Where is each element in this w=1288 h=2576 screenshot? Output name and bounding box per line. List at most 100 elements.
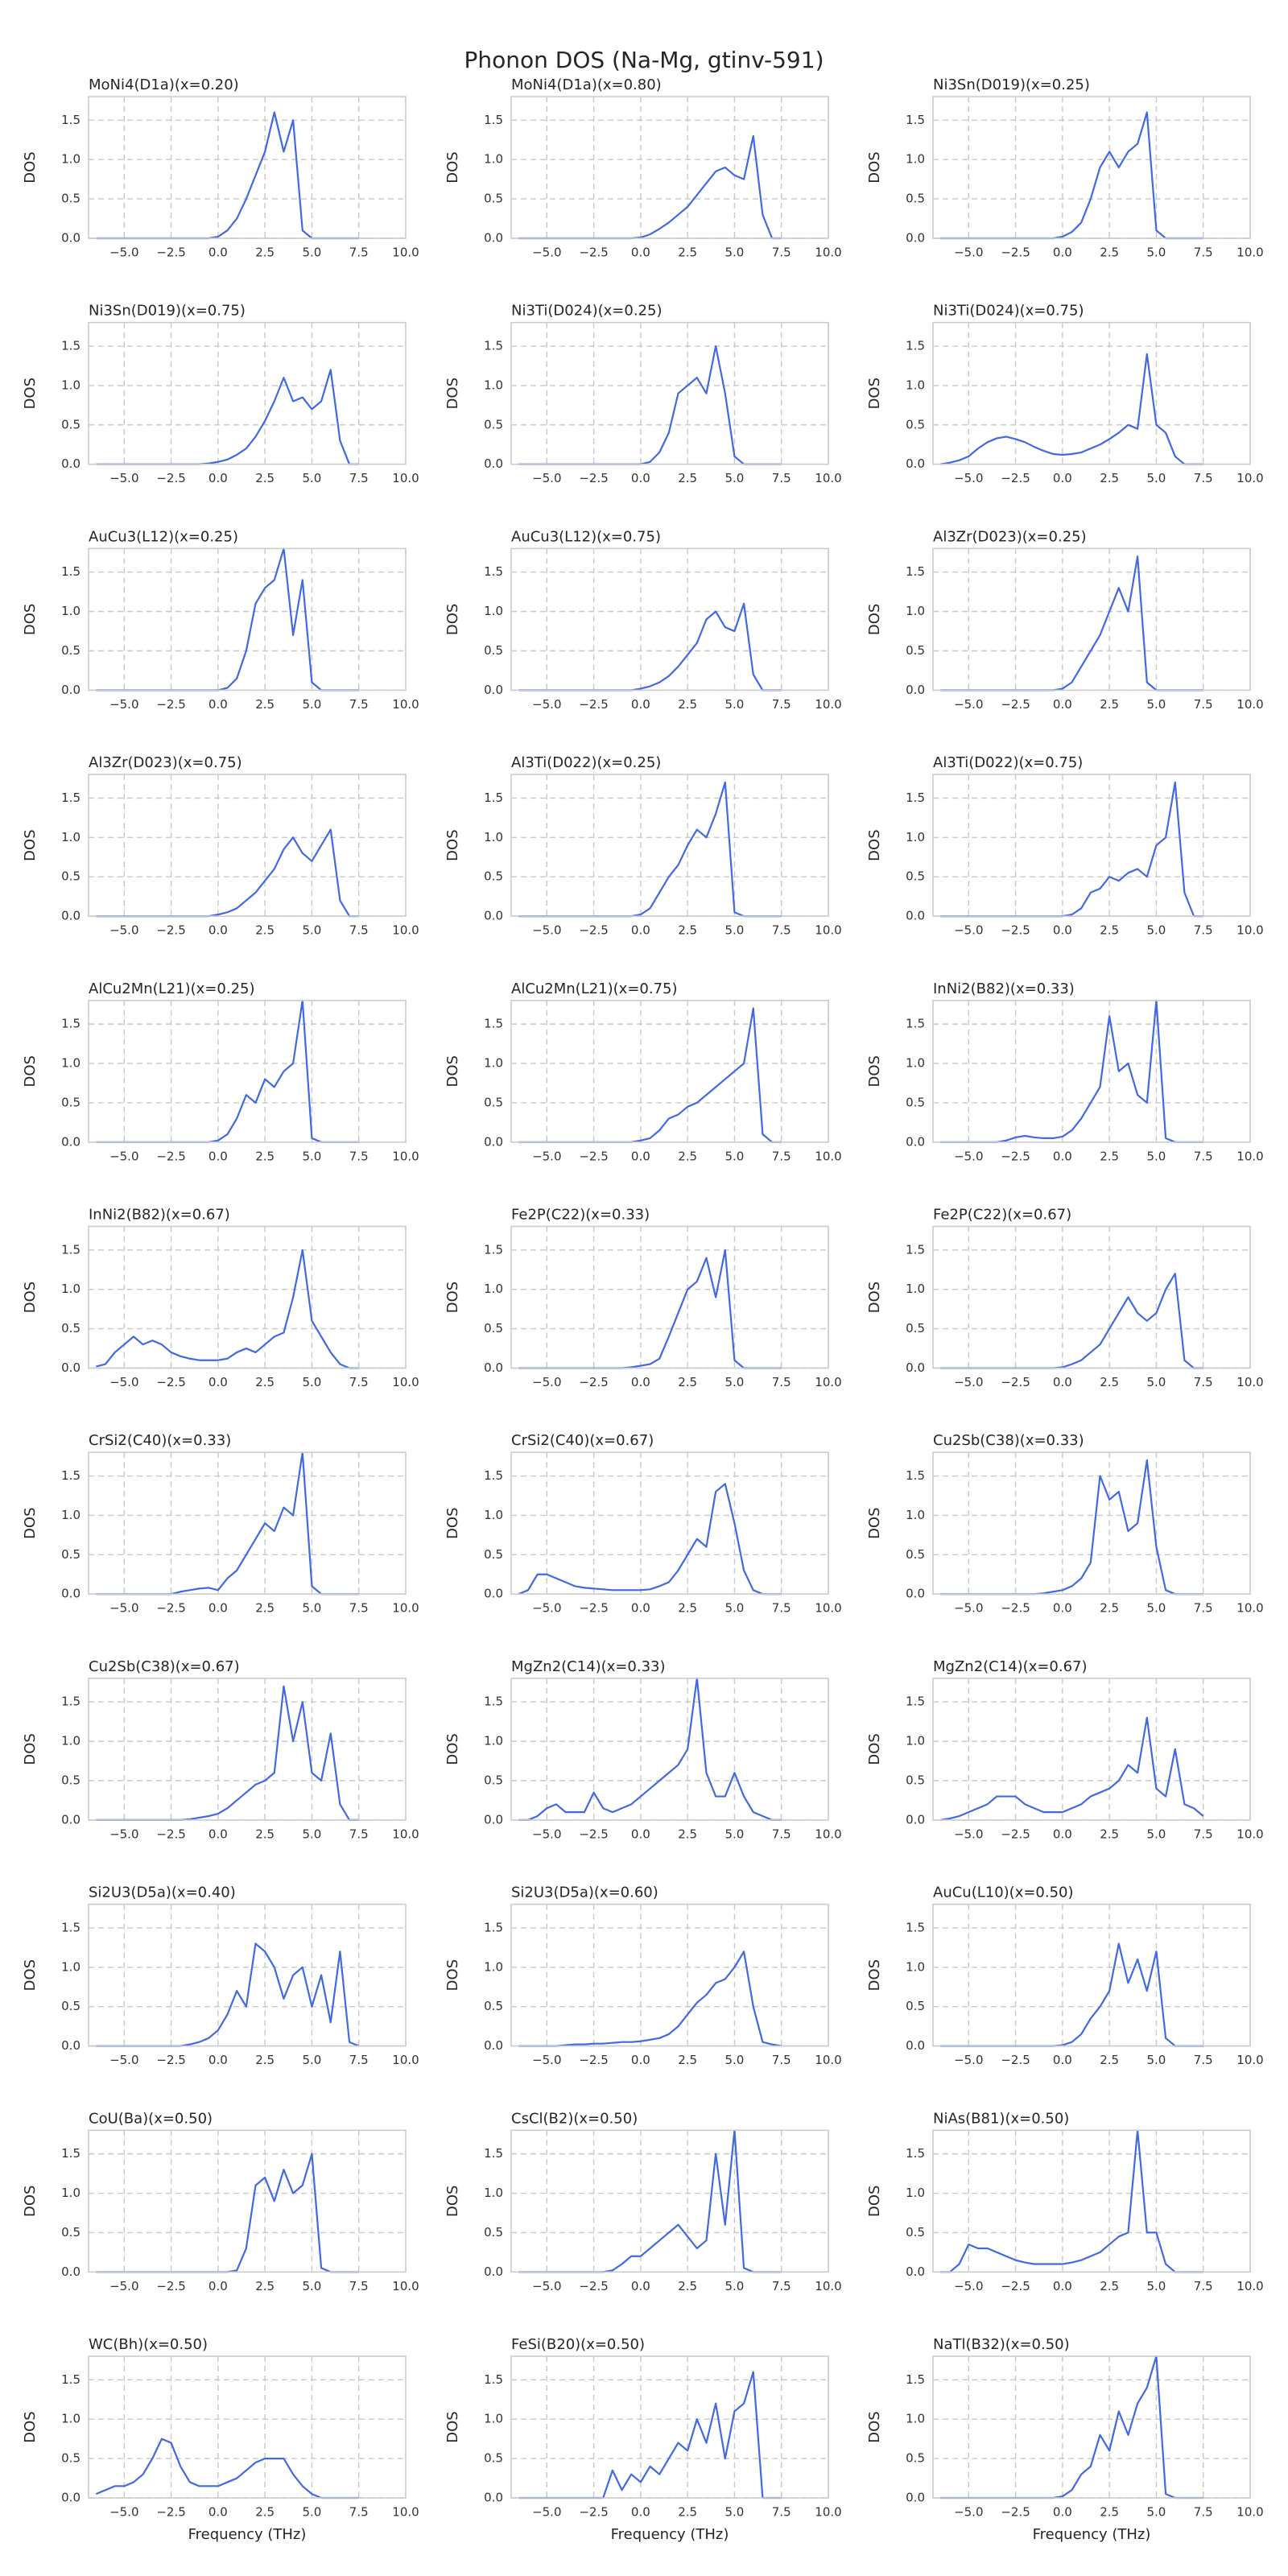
x-tick-label: 10.0 bbox=[1236, 1601, 1263, 1616]
y-tick-label: 0.0 bbox=[484, 231, 503, 246]
x-tick-label: 2.5 bbox=[1100, 1375, 1119, 1389]
x-tick-label: 0.0 bbox=[1053, 2053, 1072, 2067]
y-axis-label: DOS bbox=[444, 1733, 461, 1765]
x-tick-label: −5.0 bbox=[109, 1827, 138, 1841]
x-tick-label: −2.5 bbox=[579, 246, 608, 260]
y-tick-label: 0.5 bbox=[61, 1321, 80, 1335]
y-tick-label: 1.0 bbox=[906, 830, 925, 844]
y-tick-label: 1.0 bbox=[906, 378, 925, 392]
y-tick-label: 1.0 bbox=[484, 1959, 503, 1974]
x-tick-label: 0.0 bbox=[631, 923, 650, 938]
x-tick-label: −5.0 bbox=[109, 2053, 138, 2067]
y-tick-label: 0.0 bbox=[61, 2491, 80, 2505]
x-tick-label: −2.5 bbox=[579, 471, 608, 485]
y-axis-label: DOS bbox=[866, 2411, 883, 2442]
x-tick-label: 7.5 bbox=[772, 2053, 791, 2067]
axes-frame bbox=[88, 1000, 407, 1143]
x-tick-label: 7.5 bbox=[772, 246, 791, 260]
axes-frame bbox=[510, 774, 829, 917]
x-tick-label: −2.5 bbox=[156, 1149, 185, 1163]
x-tick-label: 2.5 bbox=[1100, 2279, 1119, 2293]
x-tick-label: 5.0 bbox=[303, 1827, 322, 1841]
x-tick-label: 0.0 bbox=[208, 471, 228, 485]
axes-background bbox=[89, 1904, 406, 2046]
y-tick-label: 1.0 bbox=[61, 1959, 80, 1974]
x-tick-label: −2.5 bbox=[1001, 1601, 1030, 1616]
axes-background bbox=[933, 2356, 1250, 2498]
x-tick-label: −5.0 bbox=[532, 246, 561, 260]
subplot-title: Ni3Sn(D019)(x=0.25) bbox=[933, 76, 1090, 93]
y-tick-label: 0.0 bbox=[61, 2038, 80, 2053]
x-tick-label: 5.0 bbox=[1147, 471, 1166, 485]
x-tick-label: −5.0 bbox=[109, 246, 138, 260]
x-tick-label: 5.0 bbox=[725, 923, 745, 938]
y-tick-label: 0.5 bbox=[906, 1321, 925, 1335]
axes-frame bbox=[932, 2129, 1251, 2273]
dos-line bbox=[96, 1249, 359, 1369]
x-tick-label: −5.0 bbox=[954, 2505, 983, 2520]
x-tick-label: 0.0 bbox=[1053, 246, 1072, 260]
y-tick-label: 0.5 bbox=[61, 1095, 80, 1109]
y-tick-label: 0.0 bbox=[906, 2038, 925, 2053]
figure-title: Phonon DOS (Na-Mg, gtinv-591) bbox=[464, 47, 824, 73]
x-tick-label: 0.0 bbox=[631, 1149, 650, 1163]
y-tick-label: 1.0 bbox=[906, 1508, 925, 1522]
x-tick-label: 0.0 bbox=[208, 697, 228, 712]
y-tick-label: 0.5 bbox=[61, 1999, 80, 2013]
subplot-title: AuCu(L10)(x=0.50) bbox=[933, 1885, 1074, 1901]
axes-background bbox=[511, 548, 828, 691]
y-axis-label: DOS bbox=[22, 1733, 39, 1765]
y-tick-label: 1.5 bbox=[906, 1017, 925, 1031]
subplot-title: Ni3Sn(D019)(x=0.75) bbox=[89, 303, 246, 320]
x-tick-label: 2.5 bbox=[255, 923, 275, 938]
axes-background bbox=[89, 1000, 406, 1142]
x-tick-label: −2.5 bbox=[579, 697, 608, 712]
x-tick-label: −2.5 bbox=[156, 697, 185, 712]
y-tick-label: 1.0 bbox=[484, 1282, 503, 1296]
y-tick-label: 0.0 bbox=[906, 909, 925, 923]
x-tick-label: 5.0 bbox=[303, 2279, 322, 2293]
y-axis-label: DOS bbox=[22, 378, 39, 409]
y-tick-label: 0.0 bbox=[61, 909, 80, 923]
x-tick-label: 0.0 bbox=[1053, 1827, 1072, 1841]
y-tick-label: 1.5 bbox=[61, 1920, 80, 1934]
x-tick-label: 5.0 bbox=[1147, 923, 1166, 938]
subplot-title: AuCu3(L12)(x=0.25) bbox=[89, 528, 238, 545]
x-tick-label: 7.5 bbox=[349, 1375, 369, 1389]
x-tick-label: −5.0 bbox=[109, 1149, 138, 1163]
y-axis-label: DOS bbox=[866, 1959, 883, 1991]
axes-frame bbox=[88, 1451, 407, 1595]
axes-background bbox=[511, 1452, 828, 1595]
x-tick-label: 2.5 bbox=[255, 1375, 275, 1389]
x-tick-label: −5.0 bbox=[109, 2279, 138, 2293]
x-axis-label: Frequency (THz) bbox=[1033, 2526, 1151, 2543]
x-tick-label: −2.5 bbox=[579, 2279, 608, 2293]
subplot-title: Al3Zr(D023)(x=0.75) bbox=[89, 754, 242, 771]
x-tick-label: 10.0 bbox=[1236, 697, 1263, 712]
x-tick-label: 0.0 bbox=[631, 471, 650, 485]
y-tick-label: 1.5 bbox=[484, 1468, 503, 1483]
axes-frame bbox=[510, 96, 829, 239]
x-tick-label: 5.0 bbox=[1147, 2279, 1166, 2293]
x-tick-label: 7.5 bbox=[1194, 471, 1213, 485]
y-tick-label: 1.5 bbox=[906, 1695, 925, 1709]
subplot-title: MoNi4(D1a)(x=0.80) bbox=[511, 76, 662, 93]
x-tick-label: 10.0 bbox=[392, 697, 419, 712]
axes-frame bbox=[510, 321, 829, 465]
y-axis-label: DOS bbox=[866, 604, 883, 635]
x-tick-label: 10.0 bbox=[392, 471, 419, 485]
x-tick-label: 5.0 bbox=[303, 246, 322, 260]
subplot-title: CrSi2(C40)(x=0.67) bbox=[511, 1432, 654, 1449]
x-tick-label: 2.5 bbox=[255, 1827, 275, 1841]
axes-frame bbox=[510, 1225, 829, 1369]
x-tick-label: −5.0 bbox=[954, 697, 983, 712]
y-tick-label: 1.0 bbox=[484, 1734, 503, 1748]
y-tick-label: 0.0 bbox=[906, 1812, 925, 1827]
axes-frame bbox=[932, 321, 1251, 465]
x-tick-label: 5.0 bbox=[725, 697, 745, 712]
axes-frame bbox=[88, 774, 407, 917]
y-tick-label: 0.0 bbox=[906, 1587, 925, 1601]
x-tick-label: 10.0 bbox=[1236, 2279, 1263, 2293]
x-tick-label: 5.0 bbox=[1147, 697, 1166, 712]
